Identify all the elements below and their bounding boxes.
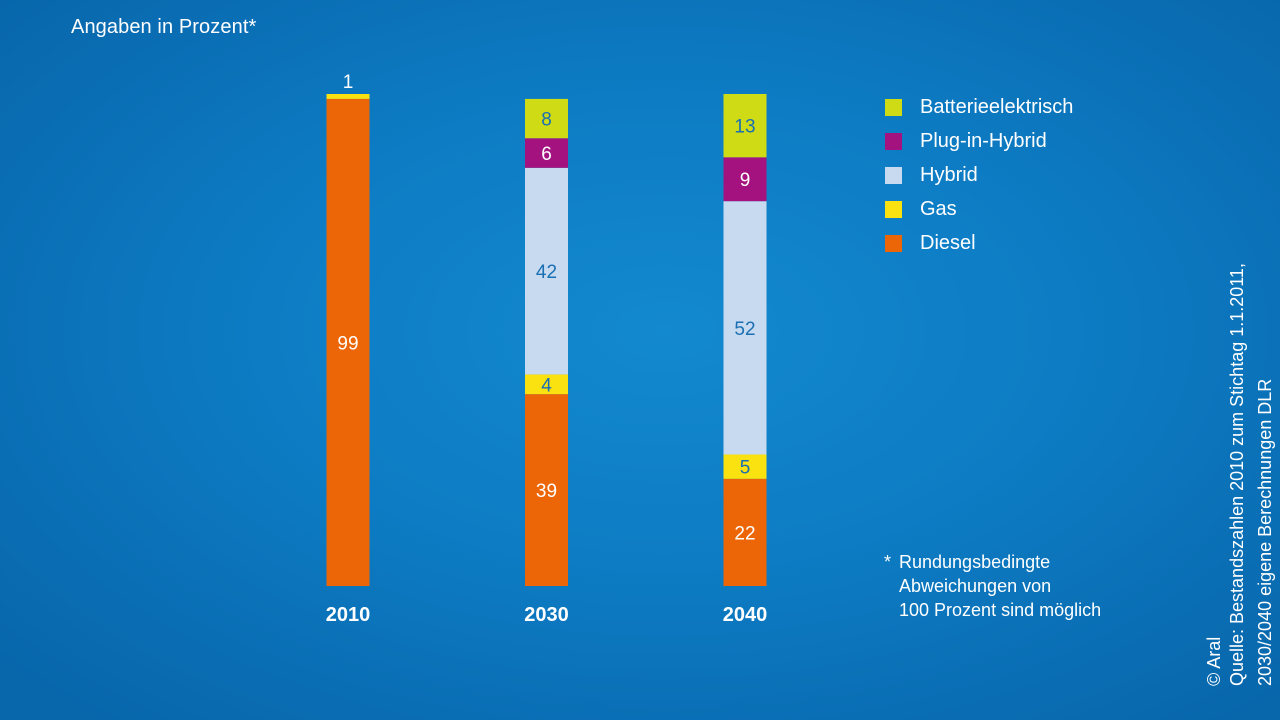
data-label-gas-2030: 4	[541, 375, 552, 396]
footnote-line: Rundungsbedingte	[899, 552, 1051, 572]
footnote-marker: *	[884, 552, 892, 572]
footnote-line: 100 Prozent sind möglich	[899, 600, 1102, 620]
legend-item-gas: Gas	[885, 192, 1073, 226]
bar-segment-plug-in-hybrid-2040	[723, 157, 767, 202]
bar-segment-diesel-2010	[326, 98, 370, 587]
bar-segment-batterieelektrisch-2030	[525, 98, 568, 139]
legend-swatch-batterieelektrisch	[885, 98, 902, 116]
legend-item-hybrid: Hybrid	[885, 158, 1073, 192]
bar-segment-gas-2030	[525, 374, 568, 395]
legend-swatch-diesel	[885, 234, 902, 252]
bar-segment-plug-in-hybrid-2030	[525, 138, 568, 168]
footnote: * Rundungsbedingte Abweichungen von 100 …	[884, 550, 1101, 622]
bar-segment-diesel-2030	[525, 394, 568, 586]
bar-segment-hybrid-2030	[525, 167, 568, 375]
source-note: Quelle: Bestandszahlen 2010 zum Stichtag…	[1223, 263, 1279, 686]
data-label-diesel-2030: 39	[536, 481, 557, 502]
legend-item-batterieelektrisch: Batterieelektrisch	[885, 90, 1073, 124]
data-label-diesel-2040: 22	[734, 523, 755, 544]
category-label-2040: 2040	[723, 604, 768, 626]
bar-segment-gas-2040	[723, 454, 767, 479]
legend-item-diesel: Diesel	[885, 226, 1073, 260]
legend-label-batterieelektrisch: Batterieelektrisch	[920, 95, 1074, 118]
legend-swatch-gas	[885, 200, 902, 218]
footnote-text: Rundungsbedingte Abweichungen von 100 Pr…	[899, 550, 1101, 622]
source-line: 2030/2040 eigene Berechnungen DLR	[1255, 378, 1275, 686]
data-label-gas-2040: 5	[740, 458, 751, 479]
legend-label-gas: Gas	[920, 197, 957, 220]
bar-segment-diesel-2040	[723, 478, 767, 586]
bar-segment-gas-2010	[326, 94, 370, 99]
footnote-line: Abweichungen von	[899, 576, 1052, 596]
legend-label-hybrid: Hybrid	[920, 163, 978, 186]
data-label-diesel-2010: 99	[337, 333, 358, 354]
stacked-bar-chart: 99 1 2010 39 4 42 6 8 2030 22 5 52 9 13 2040	[326, 72, 768, 626]
data-label-hybrid-2030: 42	[536, 262, 557, 283]
data-label-batterieelektrisch-2030: 8	[541, 110, 552, 131]
data-label-plug-in-hybrid-2030: 6	[541, 144, 552, 165]
data-label-gas-2010: 1	[343, 72, 354, 93]
legend-swatch-hybrid	[885, 166, 902, 184]
source-line: Quelle: Bestandszahlen 2010 zum Stichtag…	[1227, 263, 1247, 686]
legend-label-diesel: Diesel	[920, 231, 976, 254]
legend-label-plug-in-hybrid: Plug-in-Hybrid	[920, 129, 1047, 152]
data-label-plug-in-hybrid-2040: 9	[740, 170, 751, 191]
copyright-note: © Aral	[1204, 636, 1224, 686]
legend-item-plug-in-hybrid: Plug-in-Hybrid	[885, 124, 1073, 158]
bar-segment-hybrid-2040	[723, 201, 767, 455]
bar-segment-batterieelektrisch-2040	[723, 94, 767, 158]
category-label-2010: 2010	[326, 604, 371, 626]
legend: Batterieelektrisch Plug-in-Hybrid Hybrid…	[885, 90, 1073, 260]
unit-label: Angaben in Prozent*	[71, 16, 257, 38]
data-label-batterieelektrisch-2040: 13	[734, 117, 755, 138]
data-label-hybrid-2040: 52	[734, 319, 755, 340]
category-label-2030: 2030	[524, 604, 569, 626]
legend-swatch-plug-in-hybrid	[885, 132, 902, 150]
